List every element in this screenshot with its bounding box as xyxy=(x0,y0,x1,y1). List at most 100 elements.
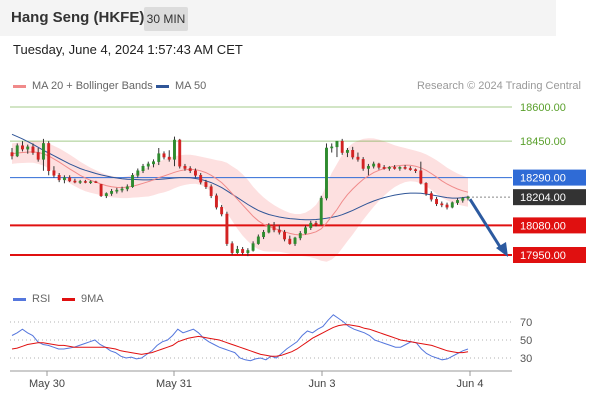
candle xyxy=(115,189,119,192)
candle xyxy=(83,181,87,183)
candle xyxy=(178,139,182,167)
candle xyxy=(10,152,14,157)
rsi-tick-label: 50 xyxy=(520,335,532,347)
candle xyxy=(298,233,302,239)
rsi-tick-label: 30 xyxy=(520,353,532,365)
candle xyxy=(450,202,454,208)
ma20-swatch xyxy=(13,84,26,88)
candle xyxy=(408,168,412,170)
header-bar: Hang Seng (HKFE) 30 MIN xyxy=(0,0,556,36)
timeframe-button[interactable]: 30 MIN xyxy=(144,7,188,31)
candle xyxy=(277,229,281,233)
candle xyxy=(183,165,187,169)
projection-arrow xyxy=(468,198,504,251)
candle xyxy=(162,153,166,158)
candle xyxy=(73,180,77,183)
candle xyxy=(319,197,323,225)
candle xyxy=(387,167,391,169)
projection-arrowhead xyxy=(496,242,508,257)
candle xyxy=(99,184,103,197)
rsi-line xyxy=(11,314,469,362)
candle xyxy=(435,198,439,205)
candle xyxy=(157,153,161,162)
candle xyxy=(193,170,197,176)
candle xyxy=(167,156,171,160)
candle xyxy=(41,143,45,160)
rsi-ma-swatch xyxy=(62,297,75,301)
candle xyxy=(382,167,386,169)
candle xyxy=(393,167,397,169)
x-axis-label: Jun 4 xyxy=(457,378,484,390)
candle xyxy=(146,163,150,167)
candle xyxy=(47,143,51,172)
level-label-last-price: 18204.00 xyxy=(520,192,566,204)
x-axis-label: May 30 xyxy=(29,378,65,390)
candle xyxy=(445,204,449,208)
candle xyxy=(31,146,35,153)
candle xyxy=(104,193,108,197)
candle xyxy=(330,146,334,149)
candle xyxy=(26,146,30,150)
level-label-target: 18450.00 xyxy=(520,136,566,148)
candle xyxy=(424,183,428,194)
candle xyxy=(283,231,287,240)
rsi-swatch xyxy=(13,297,26,301)
candle xyxy=(78,181,82,183)
candle xyxy=(94,181,98,183)
candle xyxy=(235,249,239,253)
candle xyxy=(173,139,176,160)
candle xyxy=(220,206,224,215)
candle xyxy=(199,175,203,183)
candle xyxy=(251,243,255,251)
candle xyxy=(377,163,381,168)
credit-label: Research © 2024 Trading Central xyxy=(416,80,581,92)
legend-ma50: MA 50 xyxy=(156,80,206,92)
candle xyxy=(15,145,19,157)
candle xyxy=(272,225,276,231)
datetime-label: Tuesday, June 4, 2024 1:57:43 AM CET xyxy=(13,42,243,57)
candle xyxy=(57,175,61,181)
candle xyxy=(225,213,229,244)
candle xyxy=(209,186,213,197)
candle xyxy=(52,170,56,176)
legend-ma50-label: MA 50 xyxy=(175,80,207,92)
candle xyxy=(36,152,40,160)
legend-rsi-ma: 9MA xyxy=(62,293,104,305)
level-label-support: 18080.00 xyxy=(520,220,566,232)
level-tag-support xyxy=(513,247,586,263)
candle xyxy=(230,243,234,253)
candle xyxy=(120,188,124,191)
rsi-ma-line xyxy=(11,324,469,357)
candle xyxy=(314,222,318,225)
candle xyxy=(62,177,66,181)
candle xyxy=(461,197,465,201)
candle xyxy=(131,175,135,187)
level-label-support: 17950.00 xyxy=(520,250,566,262)
instrument-title: Hang Seng (HKFE) xyxy=(11,9,145,26)
candle xyxy=(335,140,339,148)
x-axis-label: Jun 3 xyxy=(309,378,336,390)
candle xyxy=(214,195,218,208)
rsi-tick-label: 70 xyxy=(520,317,532,329)
candle xyxy=(340,140,344,153)
candle xyxy=(293,237,297,244)
candle xyxy=(429,193,433,200)
level-tag-pivot xyxy=(513,169,586,186)
candle xyxy=(361,159,365,169)
x-axis-label: May 31 xyxy=(156,378,192,390)
candle xyxy=(21,145,24,150)
candle xyxy=(398,167,402,169)
candle xyxy=(89,181,93,183)
candle xyxy=(351,150,355,158)
legend-rsi: RSI xyxy=(13,293,50,305)
candle xyxy=(125,186,129,190)
candle xyxy=(188,168,192,172)
candle xyxy=(110,190,114,194)
level-label-pivot: 18290.00 xyxy=(520,173,566,185)
candle xyxy=(241,249,245,253)
candle xyxy=(256,236,260,244)
level-label-target: 18600.00 xyxy=(520,102,566,114)
candle xyxy=(309,222,313,228)
legend-rsi-label: RSI xyxy=(32,293,51,305)
